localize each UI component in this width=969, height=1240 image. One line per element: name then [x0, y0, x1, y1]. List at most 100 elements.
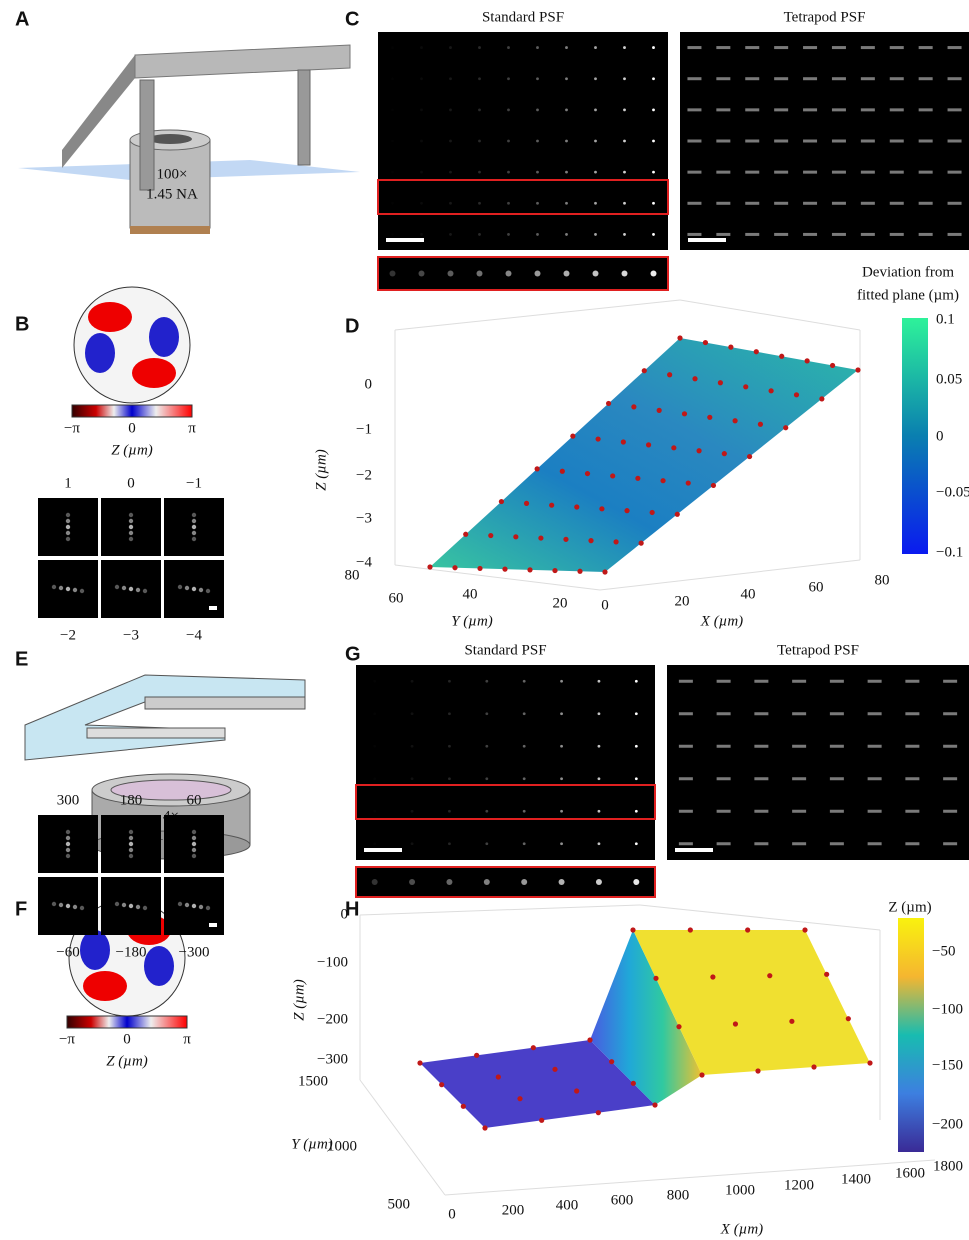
psf-spot	[652, 46, 655, 49]
x-tick: 80	[875, 572, 890, 588]
bead-point	[552, 568, 557, 573]
psf-spot	[478, 171, 481, 174]
psf-spot	[143, 906, 147, 910]
array-title: Standard PSF	[482, 9, 564, 25]
psf-spot	[868, 842, 882, 845]
bead-point	[527, 567, 532, 572]
y-tick: 80	[345, 567, 360, 583]
psf-spot	[635, 842, 638, 845]
psf-spot	[745, 140, 759, 143]
psf-spot	[560, 680, 563, 683]
psf-spot	[373, 680, 376, 683]
psf-spot	[905, 810, 919, 813]
bead-point	[696, 448, 701, 453]
phase-lobe	[83, 971, 127, 1001]
psf-spot	[66, 854, 70, 858]
psf-spot	[485, 777, 488, 780]
psf-spot	[687, 140, 701, 143]
psf-spot	[192, 537, 196, 541]
phase-tick: π	[188, 420, 196, 436]
psf-spot	[446, 879, 452, 885]
colorbar-tick: 0	[936, 428, 944, 444]
psf-spot	[943, 777, 957, 780]
psf-spot	[449, 77, 452, 80]
psf-spot	[66, 587, 70, 591]
roi-strip	[356, 867, 655, 897]
psf-spot	[485, 810, 488, 813]
psf-spot	[919, 233, 933, 236]
psf-spot	[192, 830, 196, 834]
psf-spot	[679, 712, 693, 715]
bead-point	[657, 408, 662, 413]
scale-bar	[688, 238, 726, 242]
psf-spot	[598, 777, 601, 780]
z-value: −300	[179, 944, 210, 960]
psf-spot	[565, 77, 568, 80]
psf-spot	[420, 140, 423, 143]
psf-spot	[485, 842, 488, 845]
psf-spot	[623, 46, 626, 49]
psf-spot	[449, 46, 452, 49]
bead-point	[624, 508, 629, 513]
psf-spot	[919, 77, 933, 80]
psf-spot	[717, 745, 731, 748]
z-tick: −2	[356, 467, 372, 483]
array-title: Standard PSF	[464, 642, 546, 658]
panel-label: E	[15, 648, 28, 670]
psf-spot	[66, 904, 70, 908]
z-value: −2	[60, 627, 76, 643]
psf-spot	[478, 202, 481, 205]
psf-spot	[687, 46, 701, 49]
bead-point	[671, 445, 676, 450]
sample-point	[531, 1045, 536, 1050]
axis-grid	[395, 300, 680, 330]
psf-spot	[598, 680, 601, 683]
psf-spot	[919, 108, 933, 111]
psf-spot	[745, 202, 759, 205]
psf-spot	[478, 140, 481, 143]
psf-spot	[390, 271, 396, 277]
z-value: 1	[64, 475, 72, 491]
psf-spot	[506, 271, 512, 277]
psf-spot	[136, 905, 140, 909]
psf-spot	[832, 108, 846, 111]
psf-spot	[774, 46, 788, 49]
psf-spot	[507, 202, 510, 205]
psf-spot	[598, 712, 601, 715]
bead-point	[747, 454, 752, 459]
psf-spot	[716, 46, 730, 49]
psf-spot	[560, 712, 563, 715]
bead-point	[524, 501, 529, 506]
sample-point	[496, 1074, 501, 1079]
psf-spot	[832, 46, 846, 49]
z-tick: −3	[356, 510, 372, 526]
psf-spot	[129, 587, 133, 591]
sample-point	[733, 1021, 738, 1026]
psf-spot	[391, 46, 394, 49]
psf-spot	[919, 140, 933, 143]
psf-spot	[391, 171, 394, 174]
psf-spot	[59, 586, 63, 590]
x-tick: 0	[448, 1206, 456, 1222]
psf-spot	[477, 271, 483, 277]
psf-spot	[890, 140, 904, 143]
x-tick: 400	[556, 1197, 579, 1213]
sample-point	[676, 1024, 681, 1029]
psf-spot	[129, 848, 133, 852]
psf-spot	[598, 810, 601, 813]
psf-spot	[391, 202, 394, 205]
sample-point	[652, 1102, 657, 1107]
psf-spot	[594, 46, 597, 49]
psf-spot	[861, 233, 875, 236]
psf-spot	[745, 77, 759, 80]
psf-spot	[803, 233, 817, 236]
psf-spot	[449, 140, 452, 143]
psf-spot	[66, 537, 70, 541]
psf-spot	[66, 836, 70, 840]
psf-spot	[129, 531, 133, 535]
z-value: 0	[127, 475, 135, 491]
psf-spot	[803, 202, 817, 205]
phase-tick: −π	[64, 420, 80, 436]
z-tick: 0	[365, 376, 373, 392]
bead-point	[677, 335, 682, 340]
